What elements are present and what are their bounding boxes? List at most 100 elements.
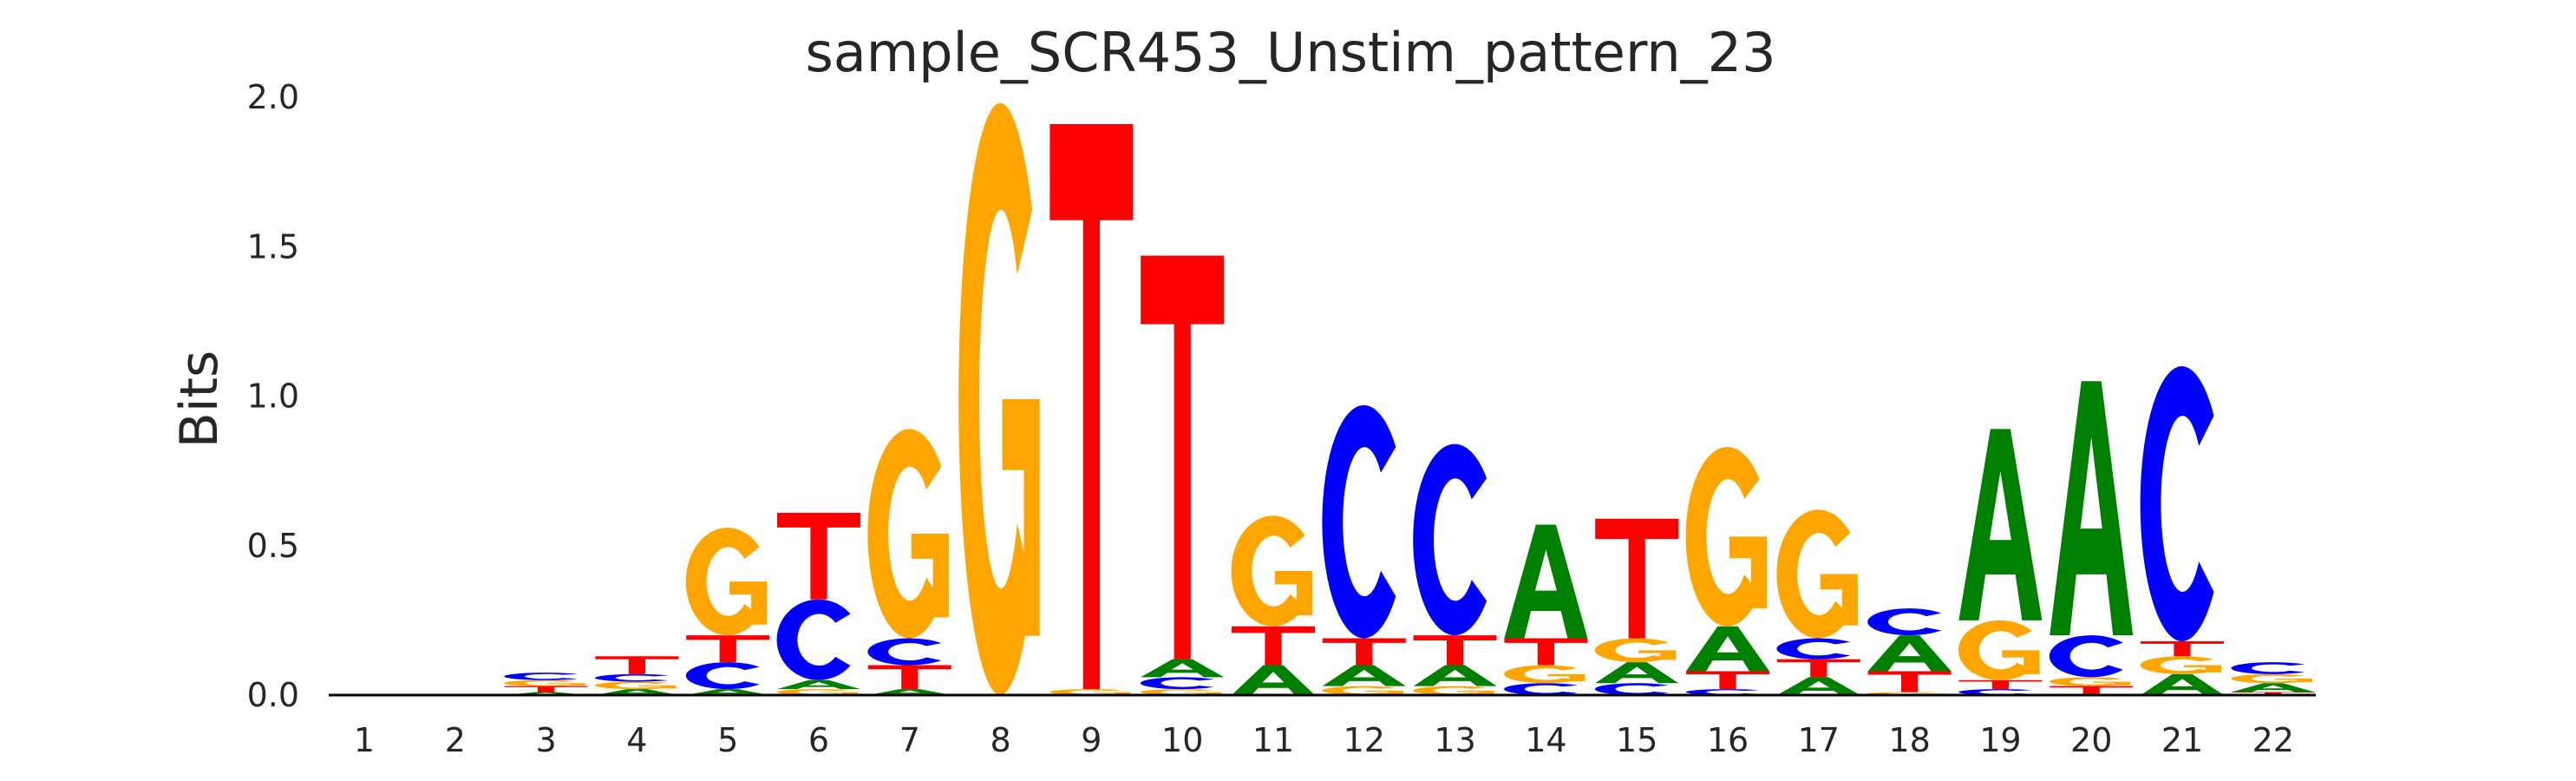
logo-letter-A [1686, 626, 1769, 672]
logo-letter-C [504, 673, 579, 680]
logo-letter-G [685, 528, 768, 636]
logo-letter-T [1686, 671, 1769, 690]
logo-letter-T [686, 635, 770, 663]
y-tick-label: 0.5 [247, 527, 299, 565]
logo-letter-T [1413, 635, 1497, 666]
logo-letter-A [1322, 665, 1406, 686]
logo-letter-C [1958, 689, 2032, 695]
x-tick-label: 9 [1081, 721, 1102, 759]
x-tick-label: 2 [445, 721, 466, 759]
logo-letter-C [1685, 689, 1760, 695]
logo-letter-A [777, 679, 860, 690]
logo-letter-T [1049, 124, 1134, 690]
x-tick-label: 15 [1616, 721, 1657, 759]
logo-letter-G [1322, 686, 1403, 695]
logo-letter-T [1958, 679, 2043, 690]
logo-letter-C [2231, 662, 2305, 674]
logo-letter-G [1503, 665, 1585, 684]
logo-letter-T [867, 665, 951, 690]
logo-letter-T [504, 686, 588, 692]
logo-letter-T [777, 512, 860, 600]
logo-letter-A [1595, 662, 1679, 684]
logo-letter-A [1504, 524, 1588, 639]
x-tick-label: 19 [1979, 721, 2021, 759]
x-tick-label: 22 [2252, 721, 2294, 759]
logo-letter-C [1503, 683, 1578, 695]
x-ticks: 1 2 3 4 5 6 7 8 9 10 11 12 13 14 15 16 17 18 19 20 21 22 [354, 721, 2294, 759]
logo-letter-T [595, 656, 679, 674]
logo-letter-T [2050, 686, 2134, 695]
chart-title: sample_SCR453_Unstim_pattern_23 [805, 21, 1775, 84]
x-tick-label: 13 [1434, 721, 1475, 759]
x-tick-label: 10 [1161, 721, 1203, 759]
logo-letter-C [685, 662, 760, 690]
logo-letter-T [1322, 638, 1406, 666]
x-tick-label: 11 [1252, 721, 1294, 759]
logo-letter-A [1776, 677, 1860, 695]
logo-letter-C [594, 673, 669, 682]
x-tick-label: 12 [1344, 721, 1385, 759]
logo-letter-C [776, 599, 851, 680]
x-tick-label: 1 [354, 721, 375, 759]
logo-letter-A [2050, 381, 2134, 636]
logo-letter-A [1958, 429, 2043, 620]
logo-letter-C [1322, 404, 1396, 639]
logo-letter-C [1140, 677, 1214, 690]
logo-letter-C [1413, 443, 1487, 636]
logo-letter-C [2049, 635, 2123, 678]
logo-letters [504, 102, 2315, 695]
logo-letter-T [2231, 692, 2315, 695]
x-tick-label: 20 [2070, 721, 2112, 759]
logo-letter-C [2140, 366, 2214, 641]
x-tick-label: 8 [991, 721, 1011, 759]
logo-letter-G [958, 102, 1040, 695]
y-tick-label: 2.0 [247, 78, 299, 116]
x-tick-label: 6 [808, 721, 829, 759]
logo-letter-A [1867, 635, 1952, 672]
logo-letter-A [686, 689, 770, 695]
logo-letter-T [1867, 671, 1952, 692]
logo-letter-A [1141, 659, 1225, 678]
logo-letter-T [1232, 626, 1315, 666]
logo-letter-G [1776, 509, 1858, 639]
logo-letter-C [1867, 608, 1942, 636]
logo-letter-G [2140, 656, 2222, 674]
logo-letter-T [2141, 640, 2224, 657]
logo-letter-G [1594, 638, 1677, 663]
logo-letter-G [1231, 515, 1313, 627]
logo-letter-G [867, 429, 949, 639]
x-tick-label: 5 [717, 721, 738, 759]
logo-letter-G [1685, 447, 1768, 627]
y-tick-label: 1.5 [247, 227, 299, 266]
y-tick-label: 1.0 [247, 377, 299, 416]
x-tick-label: 3 [536, 721, 557, 759]
logo-letter-C [1594, 683, 1669, 695]
y-axis-label: Bits [169, 351, 230, 449]
x-tick-label: 16 [1707, 721, 1749, 759]
logo-letter-A [2231, 683, 2315, 692]
logo-letter-A [1232, 665, 1315, 695]
logo-letter-T [1141, 255, 1225, 660]
logo-letter-G [594, 681, 677, 690]
logo-letter-G [2049, 677, 2131, 686]
logo-letter-G [2231, 673, 2312, 684]
logo-letter-A [867, 689, 951, 695]
logo-letter-A [595, 689, 679, 695]
x-tick-label: 17 [1798, 721, 1840, 759]
logo-letter-C [867, 638, 942, 666]
logo-letter-G [504, 679, 585, 686]
x-tick-label: 21 [2161, 721, 2203, 759]
logo-letter-G [1413, 686, 1494, 695]
x-tick-label: 7 [899, 721, 920, 759]
logo-letter-A [1413, 665, 1497, 686]
logo-letter-G [1958, 620, 2040, 680]
logo-letter-T [1776, 659, 1860, 678]
logo-letter-C [1776, 638, 1851, 660]
y-ticks: 0.0 0.5 1.0 1.5 2.0 [247, 78, 299, 714]
y-tick-label: 0.0 [247, 676, 299, 714]
logo-letter-T [1504, 638, 1588, 666]
logo-letter-T [1595, 518, 1679, 639]
logo-letter-A [2141, 673, 2224, 695]
x-tick-label: 14 [1525, 721, 1566, 759]
